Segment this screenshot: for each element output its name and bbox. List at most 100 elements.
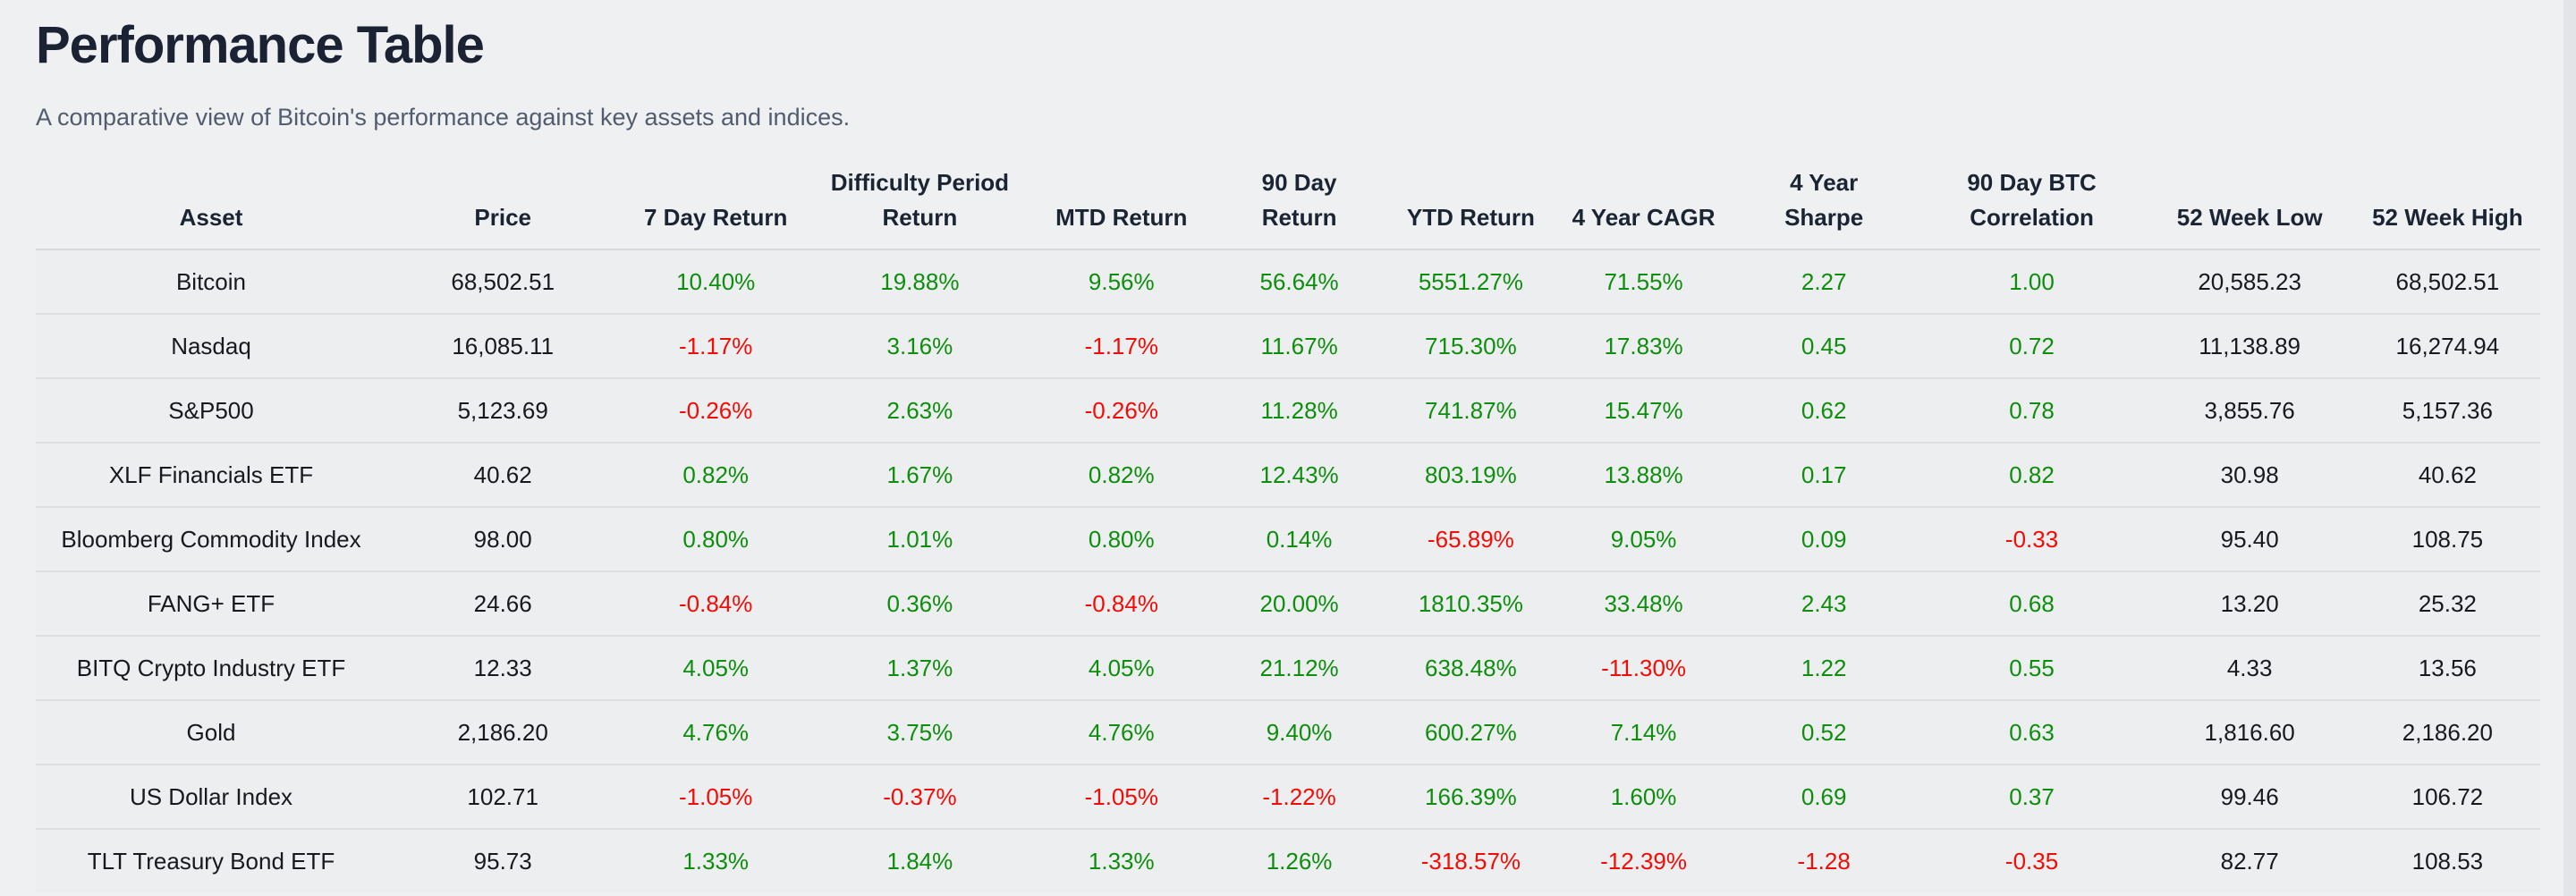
cell-sharpe: 2.43	[1728, 571, 1919, 637]
cell-diff: 1.84%	[811, 829, 1028, 892]
cell-high: 108.53	[2354, 829, 2540, 892]
cell-diff: 1.67%	[811, 443, 1028, 508]
cell-sharpe: 2.27	[1728, 249, 1919, 315]
cell-sharpe: 0.17	[1728, 443, 1919, 508]
cell-d90: 56.64%	[1215, 249, 1384, 315]
cell-diff: 1.37%	[811, 636, 1028, 701]
cell-asset: FANG+ ETF	[36, 571, 386, 637]
table-row: US Dollar Index 102.71 -1.05% -0.37% -1.05% -…	[36, 765, 2540, 830]
cell-cagr: 71.55%	[1558, 249, 1729, 315]
cell-sharpe: 0.69	[1728, 765, 1919, 830]
cell-mtd: 1.33%	[1027, 829, 1216, 892]
cell-d90: 11.28%	[1215, 378, 1384, 444]
cell-corr: 0.72	[1919, 314, 2145, 379]
cell-corr: 1.00	[1919, 249, 2145, 315]
cell-d90: 12.43%	[1215, 443, 1384, 508]
column-header-low: 52 Week Low	[2144, 165, 2355, 250]
cell-cagr: 9.05%	[1558, 507, 1729, 572]
cell-diff: 0.36%	[811, 571, 1028, 637]
cell-low: 13.20	[2144, 571, 2355, 637]
cell-sharpe: 1.22	[1728, 636, 1919, 701]
cell-ytd: 5551.27%	[1383, 249, 1559, 315]
header-row: Asset Price 7 Day Return Difficulty Period R…	[36, 165, 2540, 250]
cell-cagr: -11.30%	[1558, 636, 1729, 701]
table-row: S&P500 5,123.69 -0.26% 2.63% -0.26% 11.28% 741…	[36, 378, 2540, 444]
column-header-cagr: 4 Year CAGR	[1558, 165, 1729, 250]
page-title: Performance Table	[36, 16, 485, 74]
cell-price: 24.66	[386, 571, 620, 637]
cell-low: 11,138.89	[2144, 314, 2355, 379]
table-row: TLT Treasury Bond ETF 95.73 1.33% 1.84% 1.33…	[36, 829, 2540, 892]
cell-cagr: 1.60%	[1558, 765, 1729, 830]
cell-d7: -1.17%	[619, 314, 812, 379]
cell-price: 16,085.11	[386, 314, 620, 379]
cell-cagr: 15.47%	[1558, 378, 1729, 444]
vertical-scrollbar-track[interactable]	[2563, 0, 2576, 896]
cell-sharpe: 0.09	[1728, 507, 1919, 572]
cell-asset: Nasdaq	[36, 314, 386, 379]
cell-corr: -0.33	[1919, 507, 2145, 572]
cell-d7: 0.82%	[619, 443, 812, 508]
cell-high: 108.75	[2354, 507, 2540, 572]
cell-corr: 0.37	[1919, 765, 2145, 830]
cell-high: 68,502.51	[2354, 249, 2540, 315]
cell-mtd: 9.56%	[1027, 249, 1216, 315]
column-header-asset: Asset	[36, 165, 386, 250]
cell-mtd: 4.05%	[1027, 636, 1216, 701]
cell-d7: 0.80%	[619, 507, 812, 572]
table-row: Bloomberg Commodity Index 98.00 0.80% 1.01%…	[36, 507, 2540, 572]
table-row: Bitcoin 68,502.51 10.40% 19.88% 9.56% 56.64% 5…	[36, 249, 2540, 315]
cell-corr: 0.55	[1919, 636, 2145, 701]
cell-sharpe: 0.45	[1728, 314, 1919, 379]
cell-price: 68,502.51	[386, 249, 620, 315]
cell-cagr: 13.88%	[1558, 443, 1729, 508]
cell-high: 13.56	[2354, 636, 2540, 701]
cell-asset: BITQ Crypto Industry ETF	[36, 636, 386, 701]
cell-ytd: 638.48%	[1383, 636, 1559, 701]
cell-d7: -0.84%	[619, 571, 812, 637]
cell-price: 102.71	[386, 765, 620, 830]
cell-price: 95.73	[386, 829, 620, 892]
cell-cagr: 33.48%	[1558, 571, 1729, 637]
cell-d7: 4.76%	[619, 700, 812, 765]
column-header-d90: 90 Day Return	[1215, 165, 1384, 250]
cell-cagr: 7.14%	[1558, 700, 1729, 765]
cell-corr: 0.82	[1919, 443, 2145, 508]
cell-mtd: -0.26%	[1027, 378, 1216, 444]
cell-price: 2,186.20	[386, 700, 620, 765]
cell-asset: Bloomberg Commodity Index	[36, 507, 386, 572]
cell-low: 99.46	[2144, 765, 2355, 830]
table-row: Nasdaq 16,085.11 -1.17% 3.16% -1.17% 11.67% 71…	[36, 314, 2540, 379]
cell-ytd: -318.57%	[1383, 829, 1559, 892]
cell-d7: -0.26%	[619, 378, 812, 444]
cell-sharpe: -1.28	[1728, 829, 1919, 892]
cell-cagr: -12.39%	[1558, 829, 1729, 892]
cell-d90: 20.00%	[1215, 571, 1384, 637]
cell-d7: 1.33%	[619, 829, 812, 892]
cell-ytd: 715.30%	[1383, 314, 1559, 379]
cell-high: 25.32	[2354, 571, 2540, 637]
column-header-mtd: MTD Return	[1027, 165, 1216, 250]
cell-asset: US Dollar Index	[36, 765, 386, 830]
cell-mtd: 0.80%	[1027, 507, 1216, 572]
cell-d7: 4.05%	[619, 636, 812, 701]
cell-d90: 9.40%	[1215, 700, 1384, 765]
cell-sharpe: 0.52	[1728, 700, 1919, 765]
cell-low: 3,855.76	[2144, 378, 2355, 444]
performance-table: Asset Price 7 Day Return Difficulty Period R…	[36, 165, 2540, 892]
cell-d90: 0.14%	[1215, 507, 1384, 572]
cell-d7: 10.40%	[619, 249, 812, 315]
cell-d90: -1.22%	[1215, 765, 1384, 830]
column-header-ytd: YTD Return	[1383, 165, 1559, 250]
cell-low: 1,816.60	[2144, 700, 2355, 765]
cell-diff: 3.16%	[811, 314, 1028, 379]
cell-mtd: -1.17%	[1027, 314, 1216, 379]
cell-corr: 0.63	[1919, 700, 2145, 765]
table-row: XLF Financials ETF 40.62 0.82% 1.67% 0.82% 12…	[36, 443, 2540, 508]
column-header-corr: 90 Day BTC Correlation	[1919, 165, 2145, 250]
column-header-sharpe: 4 Year Sharpe	[1728, 165, 1919, 250]
cell-diff: -0.37%	[811, 765, 1028, 830]
cell-ytd: 1810.35%	[1383, 571, 1559, 637]
table-body: Bitcoin 68,502.51 10.40% 19.88% 9.56% 56.64% 5…	[36, 249, 2540, 892]
cell-asset: Gold	[36, 700, 386, 765]
